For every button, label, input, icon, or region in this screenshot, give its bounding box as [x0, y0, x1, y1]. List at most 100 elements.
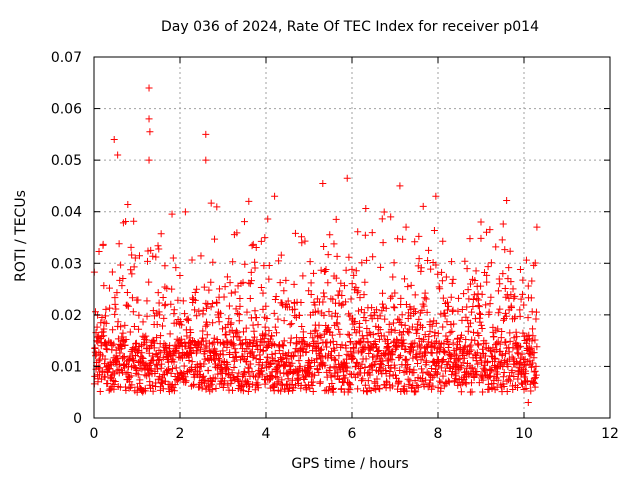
data-point — [318, 353, 326, 361]
data-point — [272, 372, 280, 380]
y-tick-label: 0.05 — [51, 153, 82, 169]
chart-title: Day 036 of 2024, Rate Of TEC Index for r… — [161, 19, 539, 35]
data-point — [147, 246, 155, 254]
data-point — [275, 257, 283, 265]
data-point — [400, 386, 408, 394]
y-tick-label: 0 — [73, 411, 82, 427]
data-point — [363, 325, 371, 333]
data-point — [274, 315, 282, 323]
data-point — [337, 385, 345, 393]
data-point — [503, 196, 511, 204]
data-point — [430, 226, 438, 234]
data-point — [348, 265, 356, 273]
data-point — [403, 387, 411, 395]
x-tick-label: 6 — [348, 426, 357, 442]
data-point — [471, 336, 479, 344]
data-point — [317, 333, 325, 341]
data-point — [375, 335, 383, 343]
data-point — [502, 350, 510, 358]
data-point — [361, 381, 369, 389]
data-point — [528, 277, 536, 285]
data-point — [171, 381, 179, 389]
data-point — [351, 318, 359, 326]
data-point — [517, 342, 525, 350]
data-point — [278, 376, 286, 384]
data-point — [254, 384, 262, 392]
data-point — [268, 373, 276, 381]
data-point — [332, 356, 340, 364]
data-point — [511, 292, 519, 300]
data-point — [160, 340, 168, 348]
data-point — [284, 375, 292, 383]
data-point — [124, 368, 132, 376]
data-point — [236, 302, 244, 310]
data-point — [507, 291, 515, 299]
data-point — [532, 308, 540, 316]
data-point — [419, 369, 427, 377]
data-point — [425, 333, 433, 341]
data-point — [391, 326, 399, 334]
data-point — [528, 337, 536, 345]
data-point — [462, 335, 470, 343]
data-point — [449, 275, 457, 283]
data-point — [510, 294, 518, 302]
data-point — [153, 334, 161, 342]
data-point — [286, 339, 294, 347]
data-point — [529, 325, 537, 333]
data-point — [201, 376, 209, 384]
data-point — [468, 308, 476, 316]
data-point — [472, 357, 480, 365]
data-point — [95, 247, 103, 255]
data-point — [337, 279, 345, 287]
data-point — [425, 379, 433, 387]
data-point — [270, 387, 278, 395]
data-point — [170, 306, 178, 314]
data-point — [467, 346, 475, 354]
data-point — [164, 366, 172, 374]
data-point — [378, 215, 386, 223]
data-point — [397, 294, 405, 302]
data-point — [275, 361, 283, 369]
data-point — [358, 360, 366, 368]
data-point — [174, 296, 182, 304]
data-point — [356, 320, 364, 328]
data-point — [299, 272, 307, 280]
data-point — [97, 319, 105, 327]
data-point — [101, 340, 109, 348]
data-point — [523, 339, 531, 347]
data-point — [335, 375, 343, 383]
data-point — [249, 321, 257, 329]
data-point — [360, 291, 368, 299]
data-point — [376, 385, 384, 393]
data-point — [259, 347, 267, 355]
data-point — [267, 372, 275, 380]
data-point — [531, 336, 539, 344]
data-point — [402, 223, 410, 231]
data-point — [518, 350, 526, 358]
data-point — [463, 303, 471, 311]
data-point — [367, 312, 375, 320]
data-point — [350, 349, 358, 357]
data-point — [158, 360, 166, 368]
data-point — [136, 376, 144, 384]
data-point — [348, 353, 356, 361]
data-point — [320, 311, 328, 319]
data-point — [365, 329, 373, 337]
data-point — [418, 306, 426, 314]
data-point — [217, 309, 225, 317]
data-point — [263, 314, 271, 322]
data-point — [496, 347, 504, 355]
data-point — [530, 379, 538, 387]
data-point — [383, 357, 391, 365]
data-point — [298, 344, 306, 352]
data-point — [124, 302, 132, 310]
data-point — [434, 329, 442, 337]
data-point — [234, 376, 242, 384]
data-point — [240, 218, 248, 226]
data-point — [387, 294, 395, 302]
data-point — [519, 329, 527, 337]
data-point — [419, 323, 427, 331]
data-point — [130, 263, 138, 271]
data-point — [354, 287, 362, 295]
data-point — [476, 311, 484, 319]
